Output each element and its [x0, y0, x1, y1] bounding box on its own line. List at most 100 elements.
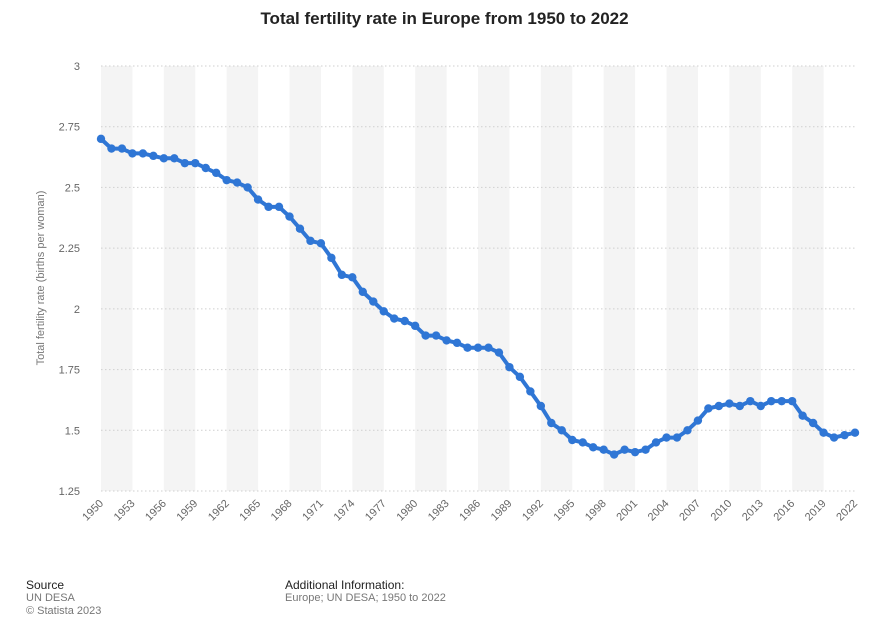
data-point-1978[interactable]: [390, 314, 399, 323]
data-point-2007[interactable]: [693, 416, 703, 425]
x-tick-label: 1986: [457, 498, 483, 524]
data-point-1999[interactable]: [609, 450, 619, 459]
data-point-2000[interactable]: [620, 445, 629, 454]
data-point-1962[interactable]: [222, 175, 231, 185]
data-point-1982[interactable]: [431, 331, 441, 340]
data-point-1976[interactable]: [369, 297, 378, 306]
x-tick-label: 2004: [646, 498, 672, 524]
data-point-1975[interactable]: [358, 287, 368, 297]
additional-info-heading: Additional Information:: [285, 578, 405, 592]
data-point-1956[interactable]: [159, 154, 169, 163]
background-band: [352, 66, 384, 491]
data-point-1963[interactable]: [232, 178, 242, 187]
data-point-2022[interactable]: [850, 428, 860, 437]
data-point-1972[interactable]: [327, 253, 336, 263]
data-point-2009[interactable]: [714, 401, 724, 411]
data-point-2012[interactable]: [746, 396, 755, 406]
background-band: [540, 66, 573, 491]
data-point-2020[interactable]: [829, 433, 839, 442]
data-point-1958[interactable]: [180, 158, 189, 168]
data-point-1992[interactable]: [536, 401, 546, 411]
x-tick-label: 2007: [677, 498, 703, 524]
data-point-2008[interactable]: [704, 404, 713, 413]
data-point-1961[interactable]: [211, 168, 221, 178]
data-point-1973[interactable]: [337, 270, 347, 280]
x-tick-label: 2001: [614, 498, 640, 524]
background-band: [101, 66, 133, 491]
data-point-1952[interactable]: [117, 144, 127, 153]
data-point-1989[interactable]: [505, 362, 514, 372]
data-point-1967[interactable]: [274, 202, 284, 212]
data-point-2005[interactable]: [672, 433, 682, 442]
data-point-1979[interactable]: [400, 316, 409, 326]
data-point-1954[interactable]: [138, 149, 148, 158]
background-band: [289, 66, 321, 491]
additional-info-text: Europe; UN DESA; 1950 to 2022: [285, 592, 446, 604]
data-point-1983[interactable]: [442, 336, 451, 345]
data-point-1993[interactable]: [547, 418, 556, 428]
data-point-1951[interactable]: [107, 144, 116, 153]
x-tick-label: 1971: [300, 498, 326, 524]
data-point-1974[interactable]: [348, 273, 357, 282]
x-tick-label: 1962: [206, 498, 232, 524]
data-point-1987[interactable]: [484, 343, 493, 352]
data-point-2002[interactable]: [641, 445, 650, 454]
x-tick-label: 1998: [583, 498, 609, 524]
data-point-1950[interactable]: [96, 134, 106, 144]
x-tick-label: 1950: [80, 498, 106, 524]
data-point-1968[interactable]: [285, 212, 294, 221]
background-band: [226, 66, 259, 491]
data-point-1957[interactable]: [170, 154, 179, 163]
data-point-1953[interactable]: [128, 149, 137, 158]
data-point-2010[interactable]: [725, 399, 734, 408]
data-point-1994[interactable]: [557, 426, 566, 435]
x-tick-label: 1965: [237, 498, 263, 524]
data-point-1998[interactable]: [599, 445, 608, 454]
data-point-2006[interactable]: [683, 426, 692, 435]
data-point-1990[interactable]: [515, 372, 525, 382]
data-point-1969[interactable]: [295, 224, 305, 233]
data-point-1984[interactable]: [452, 338, 462, 348]
data-point-1977[interactable]: [379, 307, 388, 316]
x-tick-label: 1953: [112, 498, 138, 524]
data-point-1988[interactable]: [494, 348, 504, 357]
x-tick-label: 2016: [771, 498, 797, 524]
y-tick-label: 3: [74, 61, 80, 73]
data-point-2016[interactable]: [787, 396, 797, 406]
data-point-1960[interactable]: [201, 163, 210, 173]
data-point-1955[interactable]: [149, 151, 158, 161]
data-point-2013[interactable]: [756, 401, 765, 411]
data-point-2019[interactable]: [819, 428, 828, 437]
data-point-1981[interactable]: [421, 331, 430, 340]
data-point-2018[interactable]: [808, 418, 818, 428]
data-point-1959[interactable]: [191, 158, 200, 168]
data-point-1970[interactable]: [306, 236, 315, 246]
x-tick-label: 1983: [426, 498, 452, 524]
data-point-1965[interactable]: [253, 195, 263, 204]
data-point-1986[interactable]: [473, 343, 483, 352]
background-band: [415, 66, 447, 491]
data-point-1966[interactable]: [264, 202, 273, 212]
data-point-2011[interactable]: [735, 401, 745, 411]
data-point-1997[interactable]: [588, 443, 598, 452]
data-point-1971[interactable]: [316, 239, 326, 248]
y-tick-label: 1.25: [59, 486, 80, 498]
data-point-2017[interactable]: [798, 411, 807, 420]
data-point-1985[interactable]: [463, 343, 472, 352]
background-band: [478, 66, 510, 491]
data-point-2021[interactable]: [840, 430, 849, 440]
data-point-2015[interactable]: [777, 396, 786, 406]
background-band: [163, 66, 196, 491]
data-point-2004[interactable]: [662, 433, 671, 442]
data-point-2014[interactable]: [767, 396, 776, 406]
data-point-1995[interactable]: [568, 435, 577, 445]
data-point-1991[interactable]: [526, 387, 535, 396]
data-point-2003[interactable]: [651, 438, 661, 447]
x-tick-label: 2010: [709, 498, 735, 524]
x-tick-label: 1968: [269, 498, 295, 524]
data-point-1996[interactable]: [578, 438, 587, 447]
x-tick-label: 1959: [175, 498, 201, 524]
data-point-1964[interactable]: [243, 183, 252, 192]
data-point-2001[interactable]: [630, 447, 640, 457]
data-point-1980[interactable]: [410, 321, 420, 331]
